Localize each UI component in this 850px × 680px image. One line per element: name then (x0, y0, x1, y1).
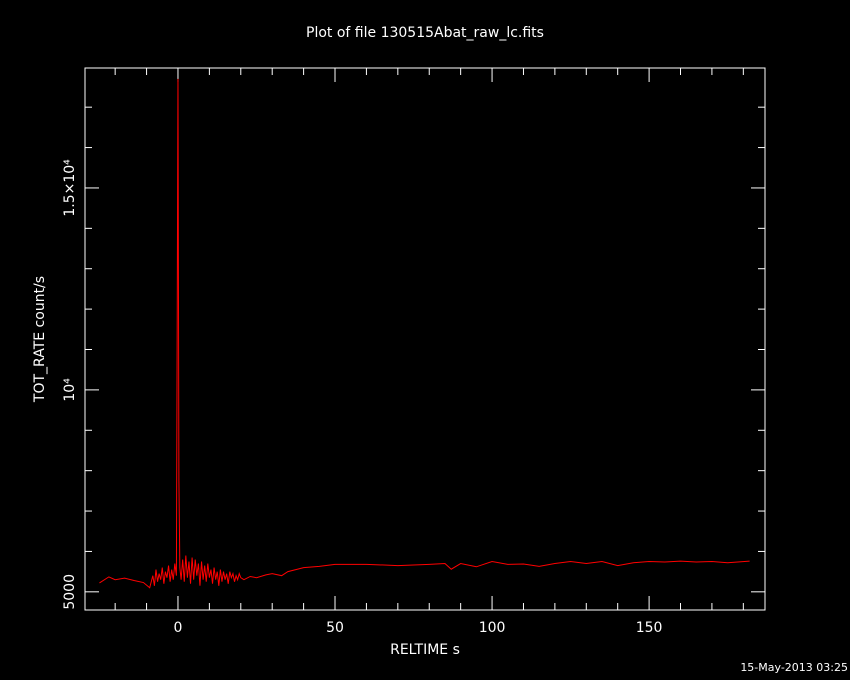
x-tick-label: 50 (326, 620, 344, 636)
footer-timestamp: 15-May-2013 03:25 (740, 661, 848, 674)
y-axis-label: TOT_RATE count/s (32, 276, 48, 403)
x-tick-label: 0 (174, 620, 183, 636)
y-tick-label: 1.5×10⁴ (62, 159, 78, 217)
x-tick-label: 150 (636, 620, 663, 636)
x-axis-label: RELTIME s (390, 642, 460, 658)
light-curve (99, 78, 750, 589)
y-tick-label: 5000 (62, 574, 78, 610)
y-tick-label: 10⁴ (62, 378, 78, 402)
plot-frame (84, 67, 766, 611)
chart-title: Plot of file 130515Abat_raw_lc.fits (306, 25, 544, 41)
x-tick-label: 100 (479, 620, 506, 636)
